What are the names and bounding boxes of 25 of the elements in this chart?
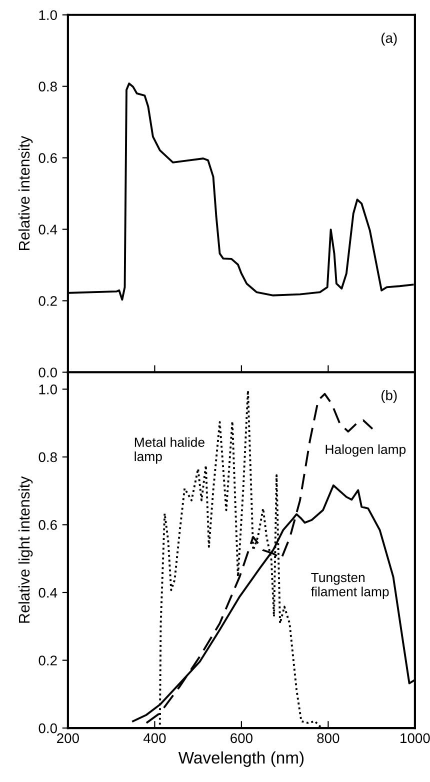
y-tick-label: 0.2 <box>38 296 57 306</box>
y-tick-label: 0.6 <box>38 153 57 163</box>
y-axis-title: Relative intensity <box>18 136 33 250</box>
y-tick-label: 0.0 <box>38 368 57 378</box>
y-tick-label: 1.0 <box>39 384 57 394</box>
x-tick-label: 200 <box>57 733 79 744</box>
y-tick-label: 0.6 <box>38 520 57 530</box>
y-tick-label: 0.4 <box>38 588 58 598</box>
series-label: Tungsten filament lamp <box>311 572 389 599</box>
y-tick-label: 1.0 <box>39 10 57 20</box>
series-label: Metal halide lamp <box>134 437 204 464</box>
y-tick-label: 0.4 <box>38 224 58 234</box>
x-tick-label: 1000 <box>400 733 430 744</box>
annotation: (a) <box>381 32 397 46</box>
y-tick-label: 0.8 <box>38 82 57 92</box>
x-tick-label: 800 <box>317 733 340 744</box>
y-tick-label: 0.0 <box>38 723 57 734</box>
series-label: Halogen lamp <box>326 444 406 457</box>
x-axis-title: Wavelength (nm) <box>178 751 304 767</box>
y-tick-label: 0.2 <box>38 656 57 666</box>
y-tick-label: 0.8 <box>38 452 57 462</box>
y-axis-title: Relative light intensity <box>18 476 33 623</box>
x-tick-label: 400 <box>143 733 166 744</box>
x-tick-label: 600 <box>230 733 252 744</box>
annotation: (b) <box>381 390 397 403</box>
